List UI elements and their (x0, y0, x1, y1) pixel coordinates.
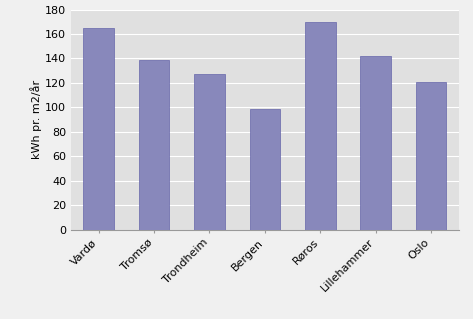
Bar (83, 28, 114, 230)
Bar (305, 22, 335, 230)
Bar (139, 60, 169, 230)
Bar (360, 56, 391, 230)
Y-axis label: kWh pr. m2/år: kWh pr. m2/år (30, 80, 42, 159)
Bar (194, 74, 225, 230)
Bar (416, 82, 447, 230)
Bar (250, 108, 280, 230)
